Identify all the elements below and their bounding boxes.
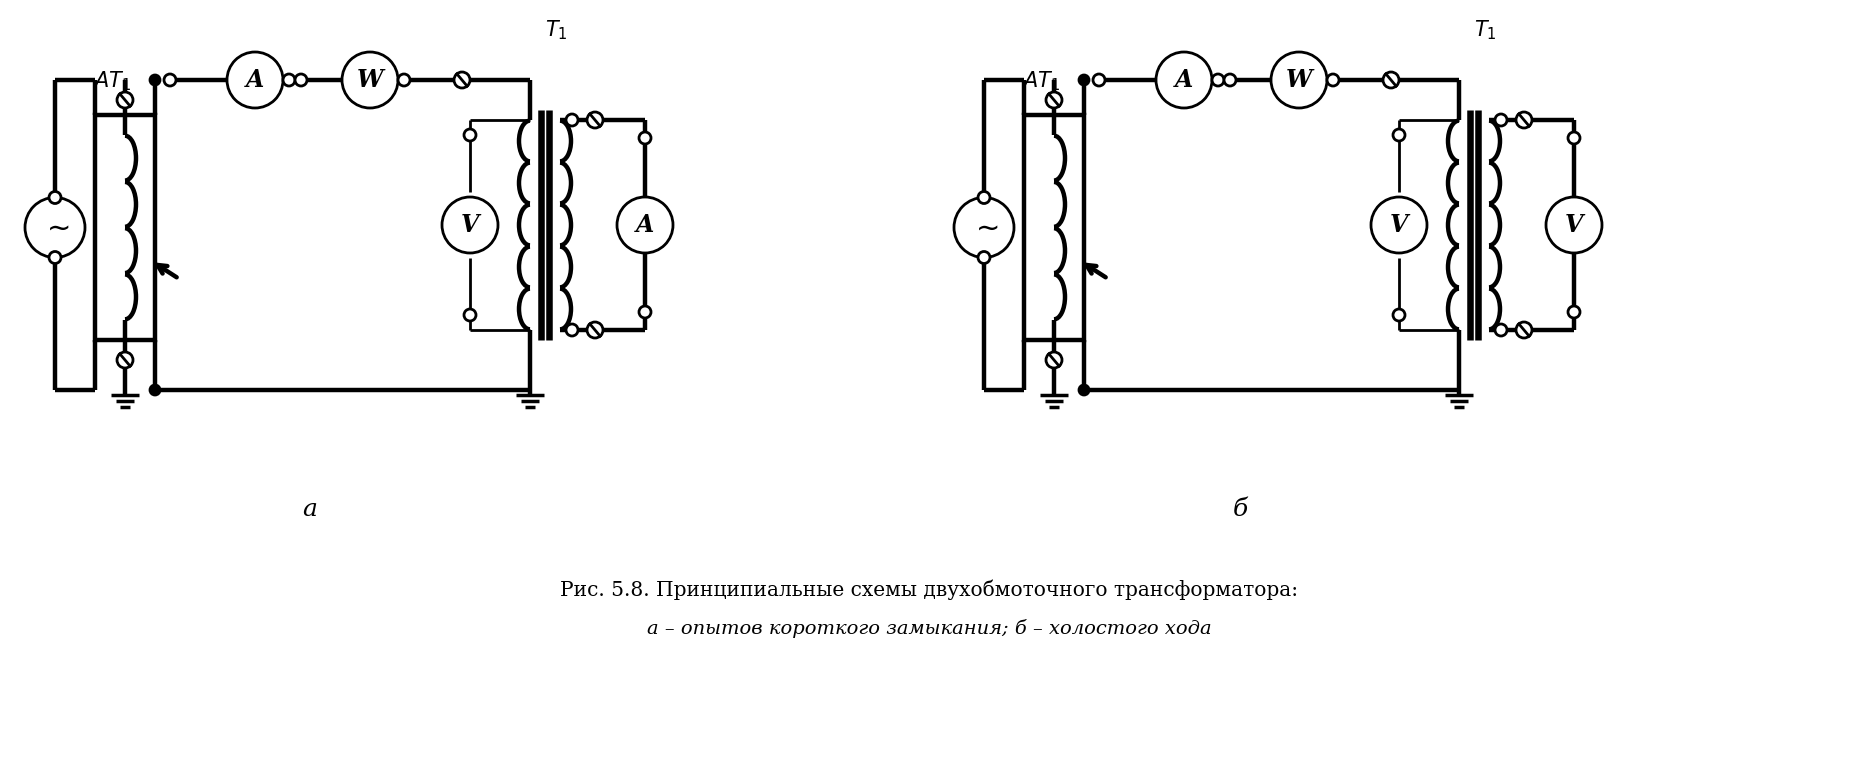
- Circle shape: [639, 132, 650, 144]
- Text: $T_1$: $T_1$: [1473, 19, 1497, 42]
- Circle shape: [587, 322, 604, 338]
- Circle shape: [1567, 306, 1578, 318]
- Circle shape: [1495, 324, 1506, 336]
- Circle shape: [587, 112, 604, 128]
- Text: $AT_1$: $AT_1$: [93, 70, 132, 93]
- Circle shape: [227, 52, 282, 108]
- Circle shape: [1393, 309, 1404, 321]
- Circle shape: [1211, 74, 1224, 86]
- Circle shape: [1045, 92, 1062, 108]
- Text: W: W: [357, 68, 383, 92]
- Circle shape: [1545, 197, 1601, 253]
- Circle shape: [639, 306, 650, 318]
- Circle shape: [282, 74, 295, 86]
- Text: б: б: [1231, 498, 1246, 522]
- Text: Рис. 5.8. Принципиальные схемы двухобмоточного трансформатора:: Рис. 5.8. Принципиальные схемы двухобмот…: [559, 580, 1298, 601]
- Circle shape: [1370, 197, 1426, 253]
- Circle shape: [1092, 74, 1105, 86]
- Circle shape: [117, 352, 134, 368]
- Circle shape: [617, 197, 672, 253]
- Circle shape: [163, 74, 176, 86]
- Circle shape: [977, 252, 990, 264]
- Circle shape: [953, 198, 1014, 257]
- Bar: [95, 115, 154, 340]
- Circle shape: [566, 324, 578, 336]
- Circle shape: [117, 92, 134, 108]
- Text: A: A: [245, 68, 264, 92]
- Circle shape: [150, 75, 160, 85]
- Circle shape: [566, 114, 578, 126]
- Text: $\sim$: $\sim$: [969, 213, 997, 242]
- Circle shape: [342, 52, 397, 108]
- Circle shape: [1155, 52, 1211, 108]
- Circle shape: [1393, 129, 1404, 141]
- Circle shape: [977, 191, 990, 204]
- Circle shape: [1270, 52, 1326, 108]
- Circle shape: [48, 252, 61, 264]
- Text: $AT_1$: $AT_1$: [1021, 70, 1060, 93]
- Circle shape: [1567, 132, 1578, 144]
- Circle shape: [48, 191, 61, 204]
- Text: V: V: [1564, 213, 1582, 237]
- Text: V: V: [461, 213, 479, 237]
- Text: V: V: [1389, 213, 1408, 237]
- Circle shape: [1079, 385, 1088, 395]
- Circle shape: [1515, 322, 1532, 338]
- Circle shape: [464, 309, 475, 321]
- Text: W: W: [1285, 68, 1311, 92]
- Text: $\sim$: $\sim$: [41, 213, 69, 242]
- Circle shape: [1224, 74, 1235, 86]
- Circle shape: [464, 129, 475, 141]
- Text: A: A: [635, 213, 654, 237]
- Circle shape: [397, 74, 410, 86]
- Circle shape: [1045, 352, 1062, 368]
- Bar: [1023, 115, 1083, 340]
- Circle shape: [24, 198, 85, 257]
- Circle shape: [442, 197, 498, 253]
- Circle shape: [1495, 114, 1506, 126]
- Circle shape: [1382, 72, 1398, 88]
- Text: а: а: [303, 498, 318, 522]
- Circle shape: [1079, 75, 1088, 85]
- Circle shape: [1326, 74, 1339, 86]
- Circle shape: [1515, 112, 1532, 128]
- Text: а – опытов короткого замыкания; б – холостого хода: а – опытов короткого замыкания; б – холо…: [646, 618, 1211, 638]
- Text: $T_1$: $T_1$: [544, 19, 568, 42]
- Text: A: A: [1174, 68, 1192, 92]
- Circle shape: [150, 385, 160, 395]
- Circle shape: [453, 72, 470, 88]
- Circle shape: [295, 74, 306, 86]
